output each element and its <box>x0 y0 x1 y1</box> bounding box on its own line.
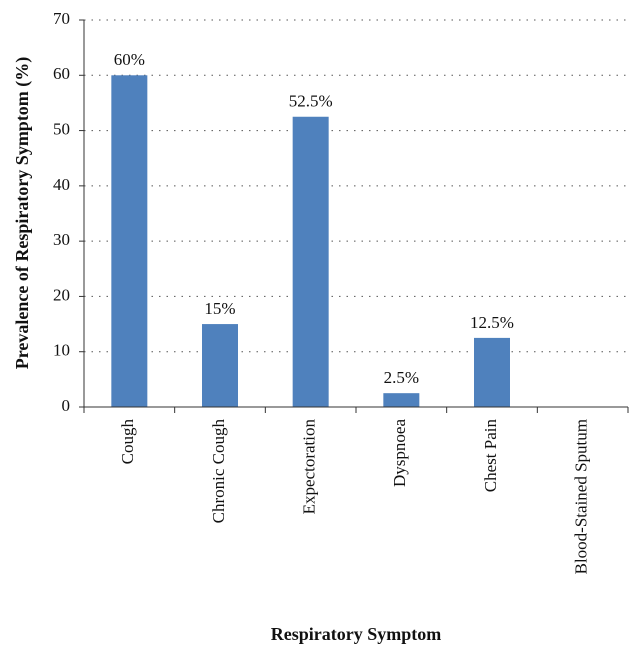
y-axis-title: Prevalence of Respiratory Symptom (%) <box>12 57 33 370</box>
bar <box>383 393 420 407</box>
y-tick-label: 50 <box>53 119 70 138</box>
y-tick-label: 20 <box>53 285 70 304</box>
x-tick-label: Cough <box>118 419 137 465</box>
x-tick-label: Blood-Stained Sputum <box>572 419 591 574</box>
y-tick-label: 60 <box>53 64 70 83</box>
bar <box>202 324 238 407</box>
value-label: 52.5% <box>289 92 333 111</box>
y-tick-label: 40 <box>53 175 70 194</box>
value-label: 60% <box>114 50 145 69</box>
value-label: 12.5% <box>470 313 514 332</box>
y-tick-label: 70 <box>53 9 70 28</box>
x-axis-title: Respiratory Symptom <box>271 624 441 644</box>
bar <box>474 337 510 407</box>
y-tick-label: 10 <box>53 341 70 360</box>
x-tick-label: Chest Pain <box>481 419 500 493</box>
value-label: 2.5% <box>384 368 419 387</box>
bar <box>111 75 148 408</box>
y-tick-label: 30 <box>53 230 70 249</box>
y-tick-label: 0 <box>62 396 71 415</box>
x-tick-label: Expectoration <box>300 419 319 515</box>
x-tick-label: Chronic Cough <box>209 419 228 524</box>
bar <box>292 116 329 407</box>
x-tick-label: Dyspnoea <box>390 419 409 487</box>
value-label: 15% <box>204 299 235 318</box>
